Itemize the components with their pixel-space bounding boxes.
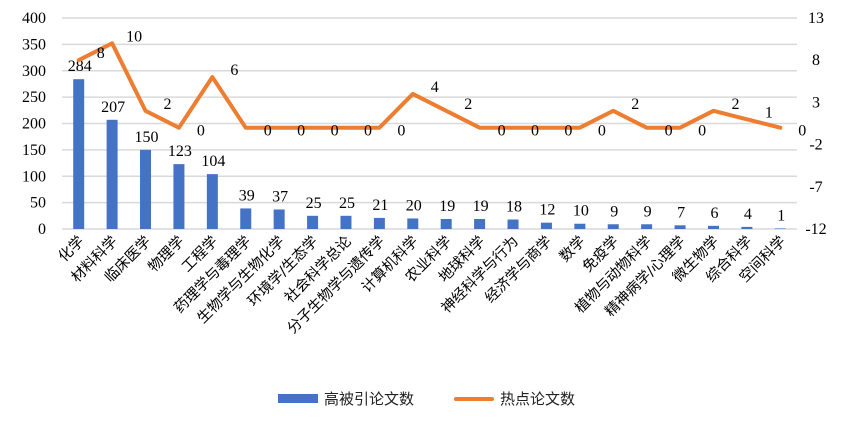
x-axis-label: 物理学 xyxy=(145,233,188,276)
right-axis-tick: 13 xyxy=(808,10,824,27)
bar-value-label: 12 xyxy=(539,202,555,219)
right-axis-tick: 3 xyxy=(812,94,820,111)
bar xyxy=(474,218,486,229)
bar xyxy=(674,225,686,229)
right-axis-tick: -2 xyxy=(809,137,822,154)
left-axis-tick: 0 xyxy=(38,221,46,238)
line-value-label: 0 xyxy=(397,123,405,140)
bar xyxy=(641,224,653,229)
bar xyxy=(574,223,586,229)
line-value-label: 2 xyxy=(631,96,639,113)
bar-value-label: 9 xyxy=(644,203,652,220)
left-axis-tick: 150 xyxy=(22,142,46,159)
bar-value-label: 104 xyxy=(201,153,225,170)
bar xyxy=(73,79,85,229)
legend-label-line: 热点论文数 xyxy=(500,390,576,408)
bar-value-label: 25 xyxy=(339,195,355,212)
bar-value-label: 6 xyxy=(710,205,718,222)
legend-item-bar: 高被引论文数 xyxy=(278,388,414,409)
bar xyxy=(273,209,285,229)
bar-value-label: 207 xyxy=(101,99,125,116)
bar xyxy=(307,215,319,229)
bar-value-label: 9 xyxy=(610,203,618,220)
line-value-label: 10 xyxy=(126,28,142,45)
bar xyxy=(440,218,452,229)
line-value-label: 0 xyxy=(598,123,606,140)
line-value-label: 2 xyxy=(164,96,172,113)
left-axis-tick: 100 xyxy=(22,168,46,185)
bar-value-label: 37 xyxy=(272,188,288,205)
bar-swatch-icon xyxy=(278,394,318,403)
left-axis-tick: 400 xyxy=(22,10,46,27)
left-axis-tick: 50 xyxy=(30,195,46,212)
line-value-label: 0 xyxy=(665,123,673,140)
line-value-label: 6 xyxy=(230,62,238,79)
combo-chart: 050100150200250300350400-12-7-2381328420… xyxy=(22,10,827,337)
line-value-label: 0 xyxy=(698,123,706,140)
line-swatch-icon xyxy=(454,396,495,401)
bar xyxy=(540,222,552,229)
line-value-label: 0 xyxy=(264,123,272,140)
bar xyxy=(407,218,419,229)
bar xyxy=(240,208,252,229)
bar xyxy=(140,149,152,229)
bar-value-label: 123 xyxy=(168,143,192,160)
line-value-label: 0 xyxy=(197,123,205,140)
right-axis-tick: -7 xyxy=(809,179,822,196)
bar-value-label: 284 xyxy=(68,58,92,75)
bar xyxy=(340,215,352,229)
bar xyxy=(507,219,519,229)
line-value-label: 1 xyxy=(765,104,773,121)
bar xyxy=(373,217,385,229)
bar-value-label: 19 xyxy=(439,198,455,215)
bar xyxy=(206,174,218,229)
bar-value-label: 39 xyxy=(239,187,255,204)
right-axis-tick: -12 xyxy=(805,221,826,238)
bar-value-label: 10 xyxy=(573,203,589,220)
bar-value-label: 1 xyxy=(777,207,785,224)
left-axis-tick: 250 xyxy=(22,89,46,106)
left-axis-tick: 200 xyxy=(22,116,46,133)
bar xyxy=(741,226,753,229)
line-value-label: 0 xyxy=(364,123,372,140)
bar xyxy=(707,225,719,229)
bar-value-label: 150 xyxy=(135,129,159,146)
legend-label-bar: 高被引论文数 xyxy=(324,390,415,408)
line-value-label: 0 xyxy=(331,123,339,140)
left-axis-tick: 300 xyxy=(22,63,46,80)
line-value-label: 2 xyxy=(731,96,739,113)
right-axis-tick: 8 xyxy=(812,52,820,69)
bar-value-label: 7 xyxy=(677,204,685,221)
bar-value-label: 4 xyxy=(744,206,752,223)
bar-value-label: 21 xyxy=(372,197,388,214)
line-value-label: 8 xyxy=(97,45,105,62)
bar xyxy=(106,119,118,229)
line-value-label: 4 xyxy=(431,79,439,96)
line-value-label: 2 xyxy=(464,96,472,113)
bar xyxy=(173,164,185,229)
bar-value-label: 20 xyxy=(406,197,422,214)
line-value-label: 0 xyxy=(297,123,305,140)
line-value-label: 0 xyxy=(798,123,806,140)
legend: 高被引论文数 热点论文数 xyxy=(278,388,575,409)
line-value-label: 0 xyxy=(498,123,506,140)
bar xyxy=(607,224,619,229)
line-series xyxy=(76,41,783,130)
bar-value-label: 19 xyxy=(473,198,489,215)
line-value-label: 0 xyxy=(564,123,572,140)
bar-value-label: 18 xyxy=(506,199,522,216)
legend-item-line: 热点论文数 xyxy=(454,388,575,409)
bar xyxy=(774,228,786,229)
left-axis-tick: 350 xyxy=(22,36,46,53)
line-value-label: 0 xyxy=(531,123,539,140)
bar-value-label: 25 xyxy=(306,195,322,212)
